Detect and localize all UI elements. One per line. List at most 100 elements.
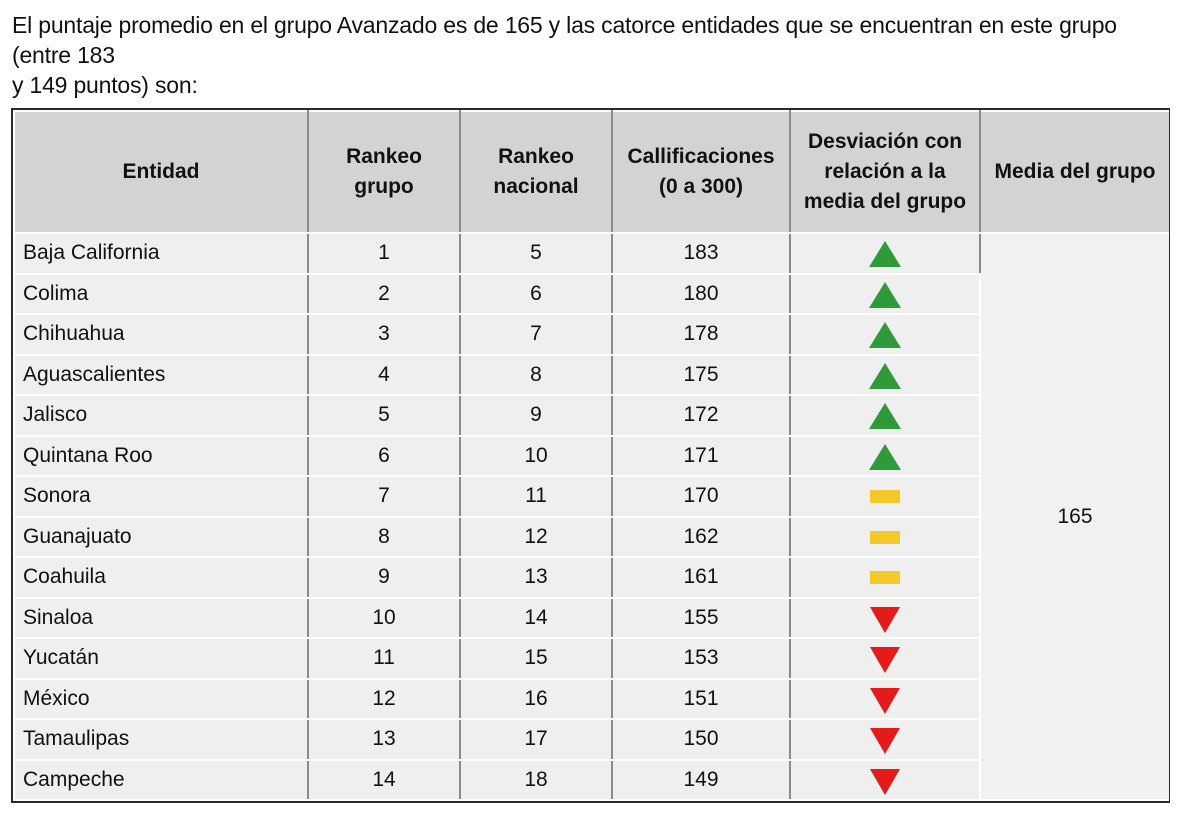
header-rankeo-nacional-line2: nacional [493, 175, 579, 198]
table-row: México 12 16 151 [13, 677, 1169, 720]
intro-line-2: y 149 puntos) son: [12, 72, 198, 98]
cell-desviacion [789, 232, 981, 275]
triangle-up-icon [869, 281, 901, 308]
cell-calificacion: 178 [611, 313, 791, 356]
table-header-row: Entidad Rankeo grupo Rankeo nacional Cal… [13, 110, 1169, 234]
cell-rankeo-grupo: 10 [307, 596, 461, 639]
equal-bar-icon [870, 530, 900, 544]
cell-entidad: Sinaloa [13, 596, 309, 639]
header-desviacion: Desviación con relación a la media del g… [789, 110, 981, 234]
cell-rankeo-grupo: 9 [307, 556, 461, 599]
triangle-up-icon [869, 403, 901, 430]
cell-rankeo-grupo: 4 [307, 353, 461, 396]
cell-desviacion [789, 434, 980, 477]
header-media: Media del grupo [979, 110, 1169, 234]
cell-rankeo-grupo: 6 [307, 434, 461, 477]
cell-calificacion: 183 [611, 232, 791, 275]
cell-calificacion: 171 [611, 434, 791, 477]
cell-rankeo-nacional: 13 [459, 556, 613, 599]
equal-bar-icon [870, 571, 900, 585]
intro-paragraph: El puntaje promedio en el grupo Avanzado… [12, 10, 1172, 100]
cell-calificacion: 150 [611, 718, 791, 761]
cell-calificacion: 162 [611, 515, 791, 558]
cell-calificacion: 155 [611, 596, 791, 639]
cell-rankeo-nacional: 9 [459, 394, 613, 437]
intro-line-1: El puntaje promedio en el grupo Avanzado… [12, 12, 1117, 68]
cell-desviacion [789, 353, 980, 396]
cell-rankeo-nacional: 10 [459, 434, 613, 477]
header-desviacion-line3: media del grupo [803, 190, 967, 213]
cell-desviacion [789, 272, 980, 315]
cell-rankeo-grupo: 5 [307, 394, 461, 437]
equal-bar-icon [870, 490, 900, 504]
header-desviacion-line1: Desviación con [807, 130, 963, 153]
cell-entidad: Campeche [13, 758, 309, 801]
cell-entidad: Yucatán [13, 637, 309, 680]
cell-rankeo-grupo: 11 [307, 637, 461, 680]
header-rankeo-grupo-line2: grupo [354, 175, 414, 198]
cell-rankeo-nacional: 17 [459, 718, 613, 761]
cell-desviacion [789, 394, 980, 437]
cell-desviacion [789, 677, 980, 720]
cell-rankeo-nacional: 18 [459, 758, 613, 801]
cell-desviacion [789, 718, 980, 761]
triangle-up-icon [869, 322, 901, 349]
cell-rankeo-grupo: 2 [307, 272, 461, 315]
cell-calificacion: 172 [611, 394, 791, 437]
cell-rankeo-grupo: 1 [307, 232, 461, 275]
cell-rankeo-grupo: 8 [307, 515, 461, 558]
cell-calificacion: 151 [611, 677, 791, 720]
ranking-table-container: Entidad Rankeo grupo Rankeo nacional Cal… [11, 108, 1170, 803]
header-calificaciones: Callificaciones (0 a 300) [611, 110, 791, 234]
cell-rankeo-grupo: 12 [307, 677, 461, 720]
header-rankeo-grupo-line1: Rankeo [346, 145, 422, 168]
header-desviacion-line2: relación a la [824, 160, 946, 183]
cell-entidad: Coahuila [13, 556, 309, 599]
cell-rankeo-grupo: 7 [307, 475, 461, 518]
cell-entidad: Aguascalientes [13, 353, 309, 396]
cell-calificacion: 175 [611, 353, 791, 396]
header-entidad: Entidad [13, 110, 309, 234]
table-row: Sonora 7 11 170 [13, 475, 1169, 518]
cell-rankeo-grupo: 3 [307, 313, 461, 356]
header-calificaciones-line2: (0 a 300) [658, 175, 744, 198]
table-body: Baja California 1 5 183 165 Colima 2 6 180 Chihua… [13, 232, 1169, 801]
cell-desviacion [789, 637, 980, 680]
header-rankeo-grupo: Rankeo grupo [307, 110, 461, 234]
cell-rankeo-grupo: 14 [307, 758, 461, 801]
header-calificaciones-line1: Callificaciones [627, 145, 775, 168]
cell-entidad: Sonora [13, 475, 309, 518]
table-row: Yucatán 11 15 153 [13, 637, 1169, 680]
cell-calificacion: 170 [611, 475, 791, 518]
table-row: Quintana Roo 6 10 171 [13, 434, 1169, 477]
cell-entidad: Chihuahua [13, 313, 309, 356]
cell-desviacion [789, 596, 980, 639]
triangle-down-icon [870, 768, 900, 795]
cell-rankeo-nacional: 5 [459, 232, 613, 275]
cell-entidad: México [13, 677, 309, 720]
triangle-up-icon [869, 241, 901, 268]
cell-desviacion [789, 313, 980, 356]
cell-desviacion [789, 758, 980, 801]
header-rankeo-nacional-line1: Rankeo [498, 145, 574, 168]
cell-rankeo-nacional: 6 [459, 272, 613, 315]
cell-calificacion: 161 [611, 556, 791, 599]
table-row: Campeche 14 18 149 [13, 758, 1169, 801]
triangle-down-icon [870, 647, 900, 674]
table-row: Sinaloa 10 14 155 [13, 596, 1169, 639]
cell-calificacion: 149 [611, 758, 791, 801]
cell-entidad: Guanajuato [13, 515, 309, 558]
cell-desviacion [789, 475, 980, 518]
ranking-table: Entidad Rankeo grupo Rankeo nacional Cal… [13, 110, 1169, 801]
table-row: Aguascalientes 4 8 175 [13, 353, 1169, 396]
triangle-up-icon [869, 443, 901, 470]
cell-rankeo-nacional: 8 [459, 353, 613, 396]
triangle-up-icon [869, 362, 901, 389]
cell-rankeo-nacional: 14 [459, 596, 613, 639]
cell-rankeo-nacional: 11 [459, 475, 613, 518]
cell-entidad: Colima [13, 272, 309, 315]
cell-entidad: Tamaulipas [13, 718, 309, 761]
triangle-down-icon [870, 606, 900, 633]
header-rankeo-nacional: Rankeo nacional [459, 110, 613, 234]
table-row: Coahuila 9 13 161 [13, 556, 1169, 599]
